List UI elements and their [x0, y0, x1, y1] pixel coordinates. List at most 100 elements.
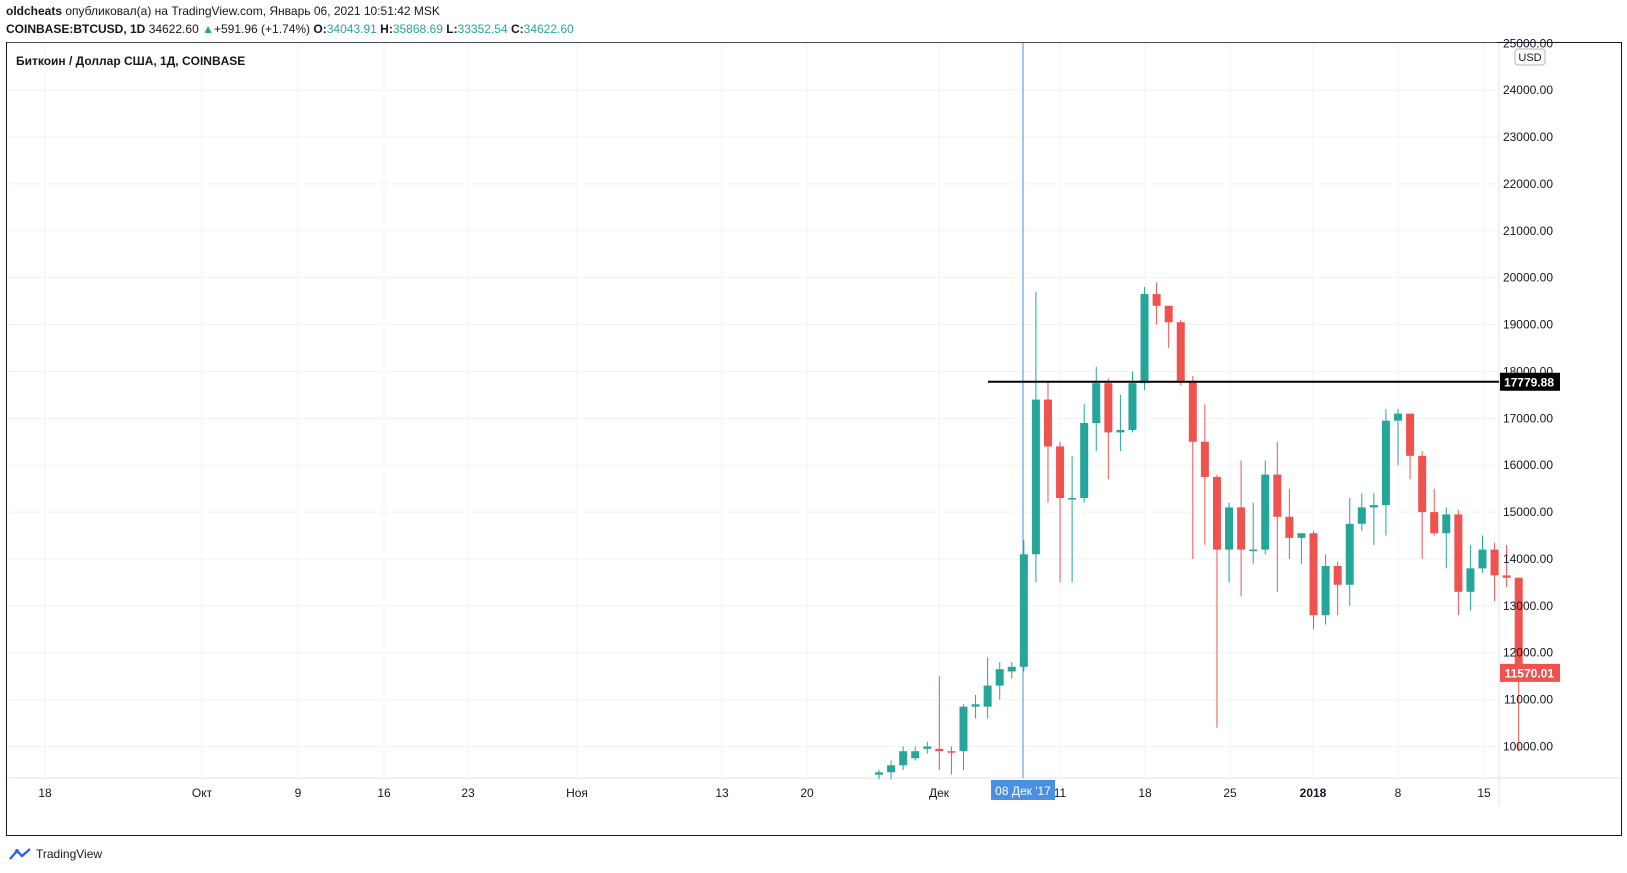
candle-body[interactable]	[971, 704, 980, 707]
y-tick-label: 19000.00	[1503, 318, 1553, 332]
candle-body[interactable]	[1031, 399, 1040, 555]
close-label: C:	[510, 22, 524, 36]
x-tick-label: 16	[377, 786, 391, 800]
y-tick-label: 12000.00	[1503, 646, 1553, 660]
candle-body[interactable]	[1502, 575, 1511, 578]
candle-body[interactable]	[1442, 514, 1451, 534]
candle-body[interactable]	[1478, 549, 1487, 569]
crosshair-date-label: 08 Дек '17	[995, 784, 1051, 798]
x-tick-label: 18	[1138, 786, 1152, 800]
candle-body[interactable]	[959, 706, 968, 752]
level-price-tag	[1500, 372, 1560, 391]
candle-body[interactable]	[1019, 554, 1028, 667]
candle-body[interactable]	[923, 746, 932, 749]
candle-body[interactable]	[983, 685, 992, 707]
candle-body[interactable]	[1200, 441, 1209, 477]
candle-body[interactable]	[1321, 566, 1330, 616]
candle-body[interactable]	[995, 669, 1004, 686]
candle-body[interactable]	[875, 772, 883, 775]
chart-frame[interactable]	[6, 42, 1622, 836]
candle-body[interactable]	[1043, 399, 1052, 447]
candle-body[interactable]	[1128, 383, 1137, 431]
candle-body[interactable]	[1430, 512, 1439, 534]
candle-body[interactable]	[1056, 446, 1065, 499]
y-tick-label: 23000.00	[1503, 130, 1553, 144]
x-tick-label: 9	[295, 786, 302, 800]
y-tick-label: 21000.00	[1503, 224, 1553, 238]
candle-body[interactable]	[1068, 498, 1077, 500]
candle-body[interactable]	[1237, 507, 1246, 550]
candle-body[interactable]	[887, 765, 896, 773]
x-tick-label: Ноя	[566, 786, 588, 800]
y-tick-label: 22000.00	[1503, 177, 1553, 191]
candle-body[interactable]	[1104, 383, 1113, 433]
candle-body[interactable]	[1140, 294, 1149, 384]
y-tick-label: 14000.00	[1503, 552, 1553, 566]
crosshair-date-box	[991, 780, 1055, 800]
x-tick-label: 25	[1223, 786, 1237, 800]
open-value: 34043.91	[326, 22, 377, 36]
candle-body[interactable]	[1212, 476, 1221, 550]
candle-body[interactable]	[1080, 423, 1089, 499]
candle-body[interactable]	[899, 751, 908, 766]
x-tick-label: 2018	[1300, 786, 1327, 800]
x-tick-label: 23	[461, 786, 475, 800]
candle-body[interactable]	[1369, 505, 1378, 508]
candle-body[interactable]	[1249, 549, 1258, 552]
candle-body[interactable]	[1152, 294, 1161, 306]
candle-body[interactable]	[1394, 413, 1403, 421]
candle-body[interactable]	[1357, 507, 1366, 524]
candle-body[interactable]	[1092, 383, 1101, 424]
currency-badge[interactable]	[1514, 48, 1546, 66]
candle-body[interactable]	[1116, 430, 1125, 433]
symbol-label: COINBASE:BTCUSD, 1D	[6, 22, 146, 36]
y-tick-label: 13000.00	[1503, 599, 1553, 613]
brand-label: TradingView	[36, 847, 103, 861]
candle-body[interactable]	[1007, 666, 1016, 672]
y-tick-label: 10000.00	[1503, 740, 1553, 754]
candle-body[interactable]	[1406, 413, 1415, 456]
y-tick-label: 17000.00	[1503, 411, 1553, 425]
candle-body[interactable]	[935, 748, 944, 752]
candle-body[interactable]	[1297, 533, 1306, 538]
candle-body[interactable]	[911, 751, 920, 759]
change-up-icon: ▲	[202, 22, 214, 36]
publish-line: oldcheats опубликовал(а) на TradingView.…	[6, 4, 440, 18]
candle-body[interactable]	[1381, 420, 1390, 506]
tradingview-brand[interactable]: TradingView	[8, 847, 102, 861]
candle-body[interactable]	[1490, 549, 1499, 576]
y-tick-label: 16000.00	[1503, 458, 1553, 472]
author-name[interactable]: oldcheats	[6, 4, 63, 18]
y-tick-label: 20000.00	[1503, 271, 1553, 285]
candle-body[interactable]	[947, 751, 956, 753]
candle-body[interactable]	[1261, 474, 1270, 550]
low-value: 33352.54	[457, 22, 508, 36]
y-tick-label: 15000.00	[1503, 505, 1553, 519]
x-tick-label: 13	[715, 786, 729, 800]
level-price-label: 17779.88	[1504, 375, 1554, 389]
low-label: L:	[446, 22, 458, 36]
candle-body[interactable]	[1176, 322, 1185, 381]
currency-label: USD	[1518, 52, 1541, 64]
candle-body[interactable]	[1188, 380, 1197, 442]
candle-body[interactable]	[1345, 523, 1354, 585]
candle-body[interactable]	[1454, 514, 1463, 592]
candle-body[interactable]	[1285, 516, 1294, 538]
candle-body[interactable]	[1225, 507, 1234, 550]
y-tick-label: 11000.00	[1504, 693, 1553, 707]
publish-info: опубликовал(а) на TradingView.com, Январ…	[65, 4, 440, 18]
candle-body[interactable]	[1309, 533, 1318, 616]
price-change: +591.96 (+1.74%)	[213, 22, 311, 36]
high-label: H:	[380, 22, 393, 36]
candle-body[interactable]	[1418, 455, 1427, 513]
high-value: 35868.69	[392, 22, 443, 36]
candle-body[interactable]	[1466, 568, 1475, 592]
x-tick-label: 18	[38, 786, 52, 800]
candle-body[interactable]	[1514, 577, 1523, 673]
candle-body[interactable]	[1273, 474, 1282, 517]
last-price-label: 11570.01	[1505, 666, 1555, 680]
candle-body[interactable]	[1164, 305, 1173, 323]
ohlc-line: COINBASE:BTCUSD, 1D 34622.60 ▲+591.96 (+…	[6, 22, 574, 36]
candle-body[interactable]	[1333, 566, 1342, 585]
